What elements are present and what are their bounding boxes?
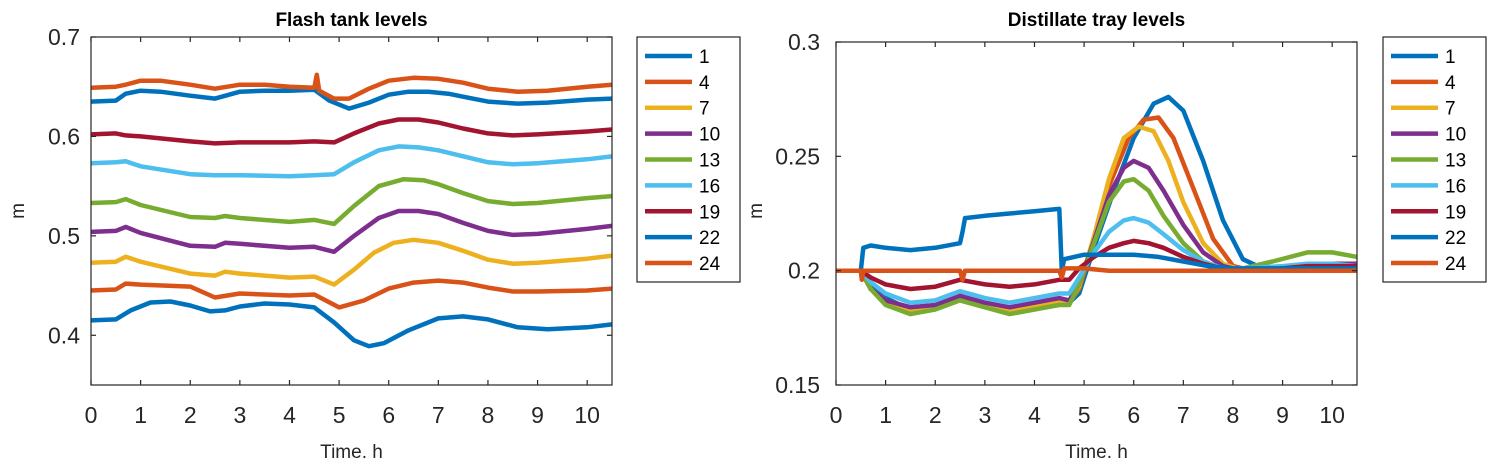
x-tick-label: 9: [1276, 402, 1289, 428]
series-line-7: [91, 237, 612, 287]
x-tick-label: 2: [929, 402, 942, 428]
x-tick-label: 5: [1078, 402, 1091, 428]
legend-label: 22: [699, 228, 720, 249]
legend-label: 22: [1445, 228, 1466, 249]
x-tick-label: 4: [1028, 402, 1041, 428]
y-tick-label: 0.25: [775, 143, 820, 169]
series-line-19: [91, 117, 612, 146]
series-line-10: [91, 208, 612, 255]
x-tick-label: 3: [233, 402, 246, 428]
series-line-4: [91, 278, 612, 310]
plot-frame: [90, 36, 613, 386]
legend-label: 19: [1445, 202, 1466, 223]
x-tick-label: 6: [1127, 402, 1140, 428]
series-line-13: [91, 176, 612, 227]
legend-label: 4: [699, 73, 710, 94]
chart-panel-1: 0 1 2 3 4 5 6 7 8 9 10 0.4 0.5 0.6 0.7 Flash tank level…: [8, 10, 741, 463]
x-tick-label: 8: [1227, 402, 1240, 428]
plot-area: [836, 42, 1357, 385]
y-tick-label: 0.6: [48, 123, 80, 149]
series-line-16: [91, 144, 612, 179]
series-group: [91, 72, 612, 349]
legend-label: 24: [699, 254, 721, 275]
legend-label: 1: [699, 47, 710, 68]
x-tick-label: 10: [1319, 402, 1345, 428]
y-tick-label: 0.4: [48, 322, 80, 348]
series-line-24: [836, 266, 1357, 283]
x-tick-label: 4: [283, 402, 296, 428]
chart-panel-2: 0 1 2 3 4 5 6 7 8 9 10 0.15 0.2 0.25 0.3 Distillate tra…: [746, 10, 1487, 463]
x-tick-label: 6: [382, 402, 395, 428]
legend-label: 4: [1445, 73, 1456, 94]
x-axis-label: Time. h: [320, 442, 383, 463]
x-tick-label: 9: [531, 402, 544, 428]
y-tick-label: 0.7: [48, 24, 80, 50]
legend: 1 4 7 10 13 16 19 22 24: [1382, 36, 1487, 283]
plot-frame: [835, 41, 1358, 386]
x-tick-label: 0: [85, 402, 98, 428]
x-axis-label: Time. h: [1065, 442, 1128, 463]
legend-label: 7: [1445, 99, 1456, 120]
y-tick-label: 0.3: [788, 29, 820, 55]
x-tick-label: 3: [978, 402, 991, 428]
legend-label: 13: [699, 151, 720, 172]
y-axis-label: m: [746, 203, 767, 219]
x-tick-label: 0: [830, 402, 843, 428]
legend-label: 10: [1445, 125, 1466, 146]
y-tick-label: 0.5: [48, 223, 80, 249]
chart-title: Flash tank levels: [275, 10, 427, 31]
y-axis-label: m: [8, 203, 29, 219]
series-line-22: [91, 87, 612, 111]
x-tick-label: 5: [333, 402, 346, 428]
legend-label: 7: [699, 99, 710, 120]
x-tick-label: 1: [134, 402, 147, 428]
legend-label: 24: [1445, 254, 1467, 275]
legend-label: 16: [699, 176, 720, 197]
y-tick-label: 0.15: [775, 372, 820, 398]
series-group: [836, 94, 1357, 317]
x-tick-label: 10: [574, 402, 600, 428]
series-line-1: [91, 299, 612, 349]
legend: 1 4 7 10 13 16 19 22 24: [636, 36, 741, 283]
legend-label: 10: [699, 125, 720, 146]
x-tick-label: 8: [482, 402, 495, 428]
series-line-22: [836, 206, 1357, 273]
chart-title: Distillate tray levels: [1008, 10, 1185, 31]
y-tick-label: 0.2: [788, 258, 820, 284]
x-tick-label: 1: [879, 402, 892, 428]
series-line-24: [91, 72, 612, 101]
legend-label: 13: [1445, 151, 1466, 172]
legend-label: 19: [699, 202, 720, 223]
legend-label: 1: [1445, 47, 1456, 68]
legend-label: 16: [1445, 176, 1466, 197]
x-tick-label: 7: [1177, 402, 1190, 428]
x-tick-label: 7: [432, 402, 445, 428]
x-tick-label: 2: [184, 402, 197, 428]
